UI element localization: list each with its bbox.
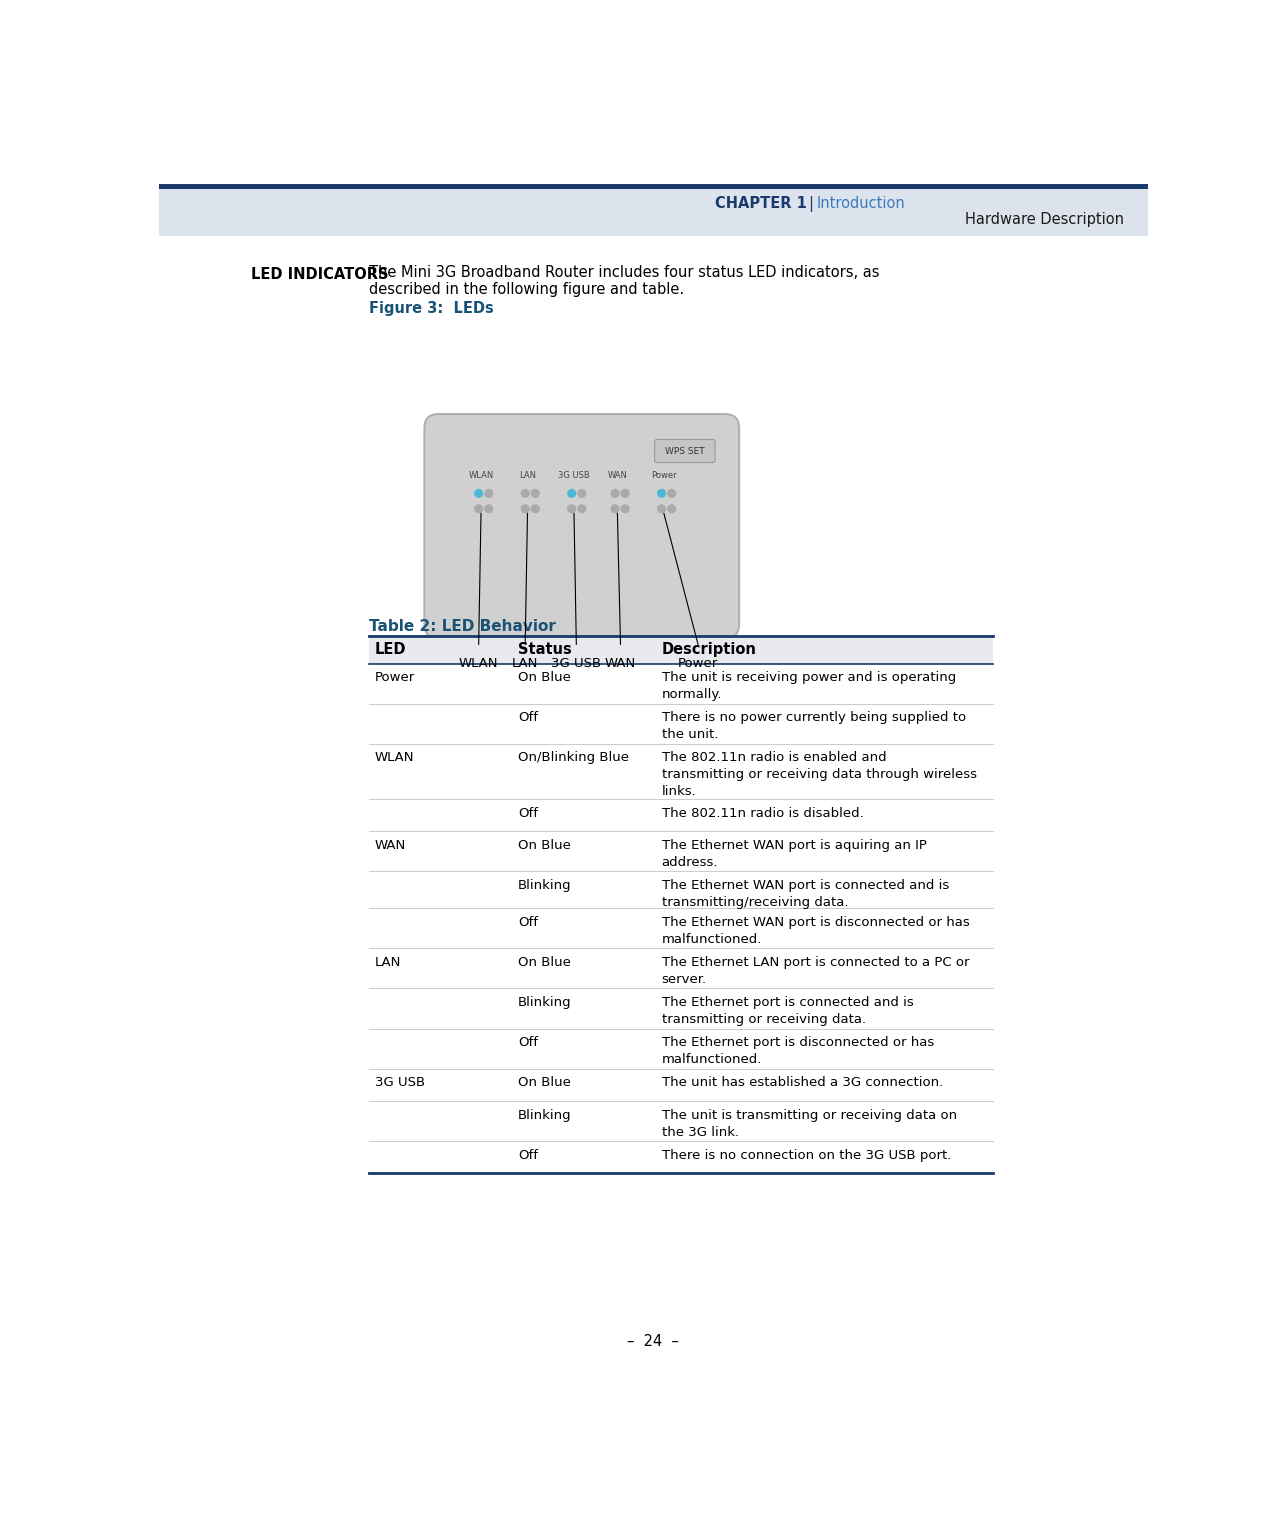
Text: Power: Power — [375, 671, 416, 685]
Text: LED: LED — [375, 642, 407, 657]
Text: Figure 3:  LEDs: Figure 3: LEDs — [368, 300, 493, 316]
Text: Power: Power — [652, 470, 677, 480]
Circle shape — [521, 490, 529, 498]
Text: Off: Off — [518, 711, 538, 725]
Bar — [159, 184, 1148, 236]
Text: described in the following figure and table.: described in the following figure and ta… — [368, 282, 683, 297]
Text: The Ethernet WAN port is disconnected or has
malfunctioned.: The Ethernet WAN port is disconnected or… — [662, 916, 969, 947]
Circle shape — [521, 506, 529, 513]
Text: The unit is receiving power and is operating
normally.: The unit is receiving power and is opera… — [662, 671, 956, 702]
Text: The Ethernet LAN port is connected to a PC or
server.: The Ethernet LAN port is connected to a … — [662, 956, 969, 987]
Circle shape — [532, 490, 539, 498]
Text: 3G USB: 3G USB — [551, 657, 602, 669]
Text: Introduction: Introduction — [816, 196, 905, 211]
Text: LAN: LAN — [375, 956, 402, 970]
Circle shape — [658, 490, 666, 498]
Circle shape — [567, 506, 575, 513]
Text: Hardware Description: Hardware Description — [965, 211, 1125, 227]
Text: WAN: WAN — [375, 840, 405, 852]
Text: LAN: LAN — [519, 470, 536, 480]
Circle shape — [611, 490, 618, 498]
Text: LED INDICATORS: LED INDICATORS — [251, 267, 389, 282]
Text: On Blue: On Blue — [518, 671, 571, 685]
Text: The Ethernet WAN port is aquiring an IP
address.: The Ethernet WAN port is aquiring an IP … — [662, 840, 927, 869]
Circle shape — [621, 506, 629, 513]
Text: The Ethernet WAN port is connected and is
transmitting/receiving data.: The Ethernet WAN port is connected and i… — [662, 879, 949, 908]
Text: The 802.11n radio is disabled.: The 802.11n radio is disabled. — [662, 807, 863, 820]
Text: |: | — [808, 196, 813, 211]
Text: Table 2: LED Behavior: Table 2: LED Behavior — [368, 619, 556, 634]
Circle shape — [668, 490, 676, 498]
Text: Blinking: Blinking — [518, 879, 571, 892]
Text: On Blue: On Blue — [518, 840, 571, 852]
Circle shape — [474, 490, 482, 498]
Circle shape — [484, 506, 492, 513]
Text: WAN: WAN — [604, 657, 636, 669]
Text: On Blue: On Blue — [518, 956, 571, 970]
Text: Blinking: Blinking — [518, 996, 571, 1010]
Text: Off: Off — [518, 1036, 538, 1049]
Circle shape — [532, 506, 539, 513]
Bar — [368, 636, 992, 663]
Text: –  24  –: – 24 – — [627, 1334, 680, 1350]
Text: WPS SET: WPS SET — [666, 446, 705, 455]
Text: The unit is transmitting or receiving data on
the 3G link.: The unit is transmitting or receiving da… — [662, 1109, 956, 1138]
Text: There is no connection on the 3G USB port.: There is no connection on the 3G USB por… — [662, 1149, 951, 1161]
Text: Off: Off — [518, 807, 538, 820]
Text: On Blue: On Blue — [518, 1077, 571, 1089]
Text: There is no power currently being supplied to
the unit.: There is no power currently being suppli… — [662, 711, 965, 741]
Circle shape — [658, 506, 666, 513]
Circle shape — [474, 506, 482, 513]
Text: Description: Description — [662, 642, 756, 657]
Text: 3G USB: 3G USB — [558, 470, 590, 480]
FancyBboxPatch shape — [654, 440, 715, 463]
Circle shape — [611, 506, 618, 513]
Text: Power: Power — [678, 657, 718, 669]
Bar — [159, 184, 1148, 190]
Text: Off: Off — [518, 1149, 538, 1161]
Text: The Ethernet port is disconnected or has
malfunctioned.: The Ethernet port is disconnected or has… — [662, 1036, 933, 1066]
Circle shape — [621, 490, 629, 498]
Text: WLAN: WLAN — [375, 751, 414, 764]
Text: Off: Off — [518, 916, 538, 928]
Text: Blinking: Blinking — [518, 1109, 571, 1121]
Text: WAN: WAN — [607, 470, 627, 480]
Circle shape — [578, 506, 585, 513]
Text: WLAN: WLAN — [468, 470, 493, 480]
Text: The 802.11n radio is enabled and
transmitting or receiving data through wireless: The 802.11n radio is enabled and transmi… — [662, 751, 977, 798]
FancyBboxPatch shape — [425, 414, 740, 639]
Circle shape — [668, 506, 676, 513]
Text: The Mini 3G Broadband Router includes four status LED indicators, as: The Mini 3G Broadband Router includes fo… — [368, 265, 880, 280]
Circle shape — [567, 490, 575, 498]
Text: The Ethernet port is connected and is
transmitting or receiving data.: The Ethernet port is connected and is tr… — [662, 996, 913, 1026]
Text: LAN: LAN — [513, 657, 538, 669]
Text: Status: Status — [518, 642, 572, 657]
Text: On/Blinking Blue: On/Blinking Blue — [518, 751, 629, 764]
Text: 3G USB: 3G USB — [375, 1077, 425, 1089]
Circle shape — [578, 490, 585, 498]
Circle shape — [484, 490, 492, 498]
Text: CHAPTER 1: CHAPTER 1 — [714, 196, 807, 211]
Text: The unit has established a 3G connection.: The unit has established a 3G connection… — [662, 1077, 942, 1089]
Text: WLAN: WLAN — [459, 657, 499, 669]
